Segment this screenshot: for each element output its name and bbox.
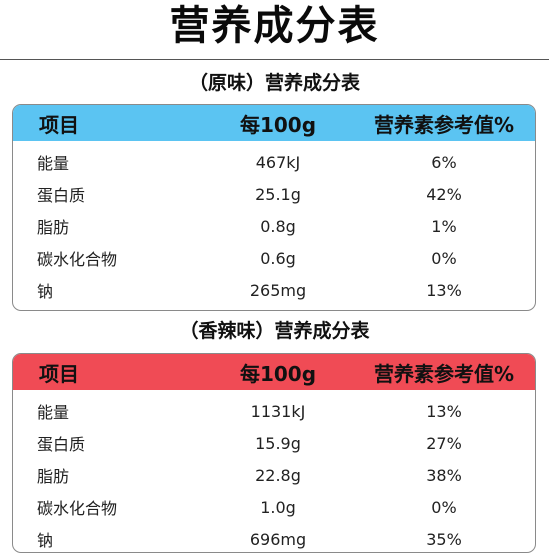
nutrient-nrv: 27% xyxy=(426,433,462,453)
table-row: 碳水化合物 0.6g 0% xyxy=(13,242,535,274)
nutrient-name: 脂肪 xyxy=(37,467,70,486)
nutrition-table-spicy: 项目 每100g 营养素参考值% 能量 1131kJ 13% 蛋白质 15.9g… xyxy=(12,353,536,553)
nutrition-table-original: 项目 每100g 营养素参考值% 能量 467kJ 6% 蛋白质 25.1g 4… xyxy=(12,104,536,311)
table-row: 碳水化合物 1.0g 0% xyxy=(13,491,535,523)
nutrient-name: 钠 xyxy=(37,531,54,550)
header-per-100g: 每100g xyxy=(239,361,317,386)
header-nrv: 营养素参考值% xyxy=(373,112,515,137)
nutrient-nrv: 13% xyxy=(426,401,462,421)
table-row: 钠 265mg 13% xyxy=(13,274,535,306)
nutrient-amount: 25.1g xyxy=(255,184,301,204)
table-header: 项目 每100g 营养素参考值% xyxy=(13,105,535,141)
nutrient-name: 碳水化合物 xyxy=(37,250,118,269)
nutrient-name: 蛋白质 xyxy=(37,186,86,205)
nutrient-amount: 15.9g xyxy=(255,433,301,453)
nutrient-nrv: 13% xyxy=(426,280,462,300)
nutrient-amount: 1.0g xyxy=(260,497,296,517)
nutrient-amount: 0.8g xyxy=(260,216,296,236)
header-item: 项目 xyxy=(39,112,79,137)
nutrient-amount: 22.8g xyxy=(255,465,301,485)
title-divider xyxy=(0,59,549,60)
table-row: 能量 467kJ 6% xyxy=(13,146,535,178)
nutrient-name: 能量 xyxy=(37,403,70,422)
nutrient-amount: 265mg xyxy=(249,280,307,300)
nutrient-nrv: 0% xyxy=(431,248,457,268)
nutrient-name: 脂肪 xyxy=(37,218,70,237)
section-title-spicy: （香辣味）营养成分表 xyxy=(179,320,370,342)
nutrient-name: 钠 xyxy=(37,282,54,301)
nutrient-name: 蛋白质 xyxy=(37,435,86,454)
table-row: 蛋白质 15.9g 27% xyxy=(13,427,535,459)
table-header: 项目 每100g 营养素参考值% xyxy=(13,354,535,390)
section-title-original: （原味）营养成分表 xyxy=(188,72,360,94)
table-row: 脂肪 22.8g 38% xyxy=(13,459,535,491)
nutrient-amount: 696mg xyxy=(249,529,307,549)
header-item: 项目 xyxy=(39,361,79,386)
nutrient-amount: 0.6g xyxy=(260,248,296,268)
table-row: 钠 696mg 35% xyxy=(13,523,535,552)
nutrient-nrv: 0% xyxy=(431,497,457,517)
nutrient-amount: 467kJ xyxy=(255,152,301,172)
nutrient-nrv: 35% xyxy=(426,529,462,549)
table-row: 蛋白质 25.1g 42% xyxy=(13,178,535,210)
nutrient-nrv: 1% xyxy=(431,216,457,236)
nutrient-name: 能量 xyxy=(37,154,70,173)
header-nrv: 营养素参考值% xyxy=(373,361,515,386)
nutrient-name: 碳水化合物 xyxy=(37,499,118,518)
table-row: 脂肪 0.8g 1% xyxy=(13,210,535,242)
nutrient-nrv: 6% xyxy=(431,152,457,172)
table-row: 能量 1131kJ 13% xyxy=(13,395,535,427)
nutrient-nrv: 38% xyxy=(426,465,462,485)
header-per-100g: 每100g xyxy=(239,112,317,137)
nutrient-amount: 1131kJ xyxy=(250,401,306,421)
page-title: 营养成分表 xyxy=(169,3,380,49)
nutrient-nrv: 42% xyxy=(426,184,462,204)
